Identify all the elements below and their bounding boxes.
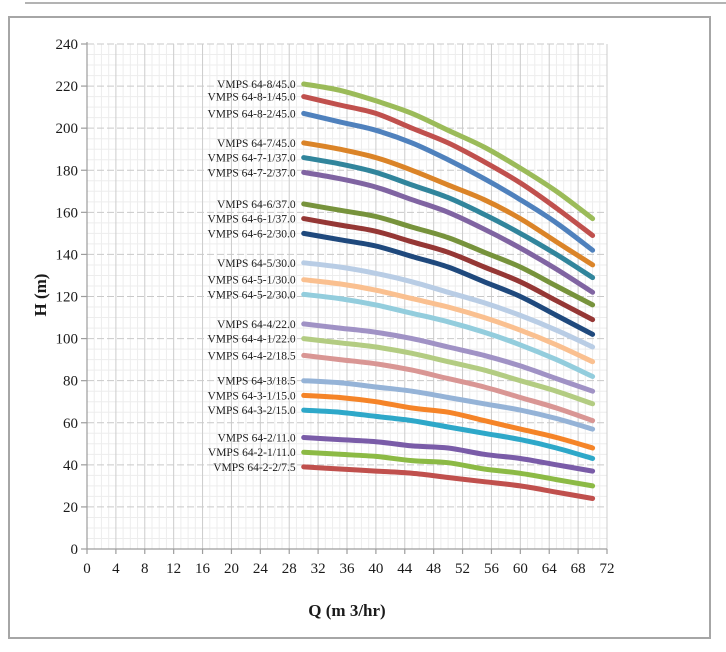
series-label: VMPS 64-4-2/18.5 — [207, 350, 295, 362]
curve-layer — [301, 81, 596, 501]
series-label: VMPS 64-7-2/37.0 — [207, 167, 295, 179]
series-label: VMPS 64-4/22.0 — [217, 319, 296, 331]
pump-curve — [301, 449, 596, 489]
y-tick-label: 220 — [56, 79, 79, 95]
axis-layer: 0 4 8 12 16 20 24 28 32 36 40 44 48 52 56 60 64 68 7202040… — [56, 37, 615, 577]
x-tick-label: 32 — [311, 561, 326, 577]
series-label: VMPS 64-5-1/30.0 — [207, 275, 295, 287]
y-axis-title: H (m) — [31, 274, 50, 317]
pump-curve — [301, 464, 596, 501]
pump-curve — [301, 277, 596, 365]
pump-curve — [301, 378, 596, 432]
x-tick-label: 24 — [253, 561, 269, 577]
y-tick-label: 20 — [63, 500, 78, 516]
x-tick-label: 60 — [513, 561, 528, 577]
x-tick-label: 36 — [340, 561, 356, 577]
series-label: VMPS 64-4-1/22.0 — [207, 334, 295, 346]
pump-curve — [301, 291, 596, 379]
pump-curve — [301, 169, 596, 295]
pump-curve — [301, 392, 596, 451]
series-label: VMPS 64-6-2/30.0 — [207, 228, 295, 240]
y-tick-label: 200 — [56, 121, 79, 137]
y-tick-label: 0 — [71, 542, 79, 558]
pump-curve — [301, 260, 596, 350]
series-label: VMPS 64-3-1/15.0 — [207, 390, 295, 402]
pump-curve — [301, 94, 596, 238]
series-label: VMPS 64-7-1/37.0 — [207, 153, 295, 165]
y-tick-label: 100 — [56, 332, 79, 348]
x-tick-label: 20 — [224, 561, 239, 577]
series-label: VMPS 64-8/45.0 — [217, 79, 296, 91]
x-tick-label: 68 — [571, 561, 586, 577]
x-tick-label: 8 — [141, 561, 149, 577]
pump-curve — [301, 155, 596, 281]
series-label: VMPS 64-5-2/30.0 — [207, 289, 295, 301]
pump-curve — [301, 140, 596, 268]
pump-curve — [301, 201, 596, 308]
series-label: VMPS 64-8-1/45.0 — [207, 92, 295, 104]
y-tick-label: 140 — [56, 247, 79, 263]
series-label: VMPS 64-8-2/45.0 — [207, 108, 295, 120]
x-tick-label: 16 — [195, 561, 211, 577]
x-tick-label: 56 — [484, 561, 500, 577]
pump-curve — [301, 435, 596, 474]
pump-curve — [301, 336, 596, 407]
series-label: VMPS 64-6-1/37.0 — [207, 214, 295, 226]
x-tick-label: 64 — [542, 561, 558, 577]
page-top-rule — [25, 2, 726, 4]
y-tick-label: 60 — [63, 416, 78, 432]
y-tick-label: 160 — [56, 205, 79, 221]
series-label: VMPS 64-2/11.0 — [217, 432, 295, 444]
pump-curves-chart: 0 4 8 12 16 20 24 28 32 36 40 44 48 52 56 60 64 68 7202040… — [31, 37, 615, 620]
y-tick-label: 80 — [63, 374, 78, 390]
x-tick-label: 28 — [282, 561, 297, 577]
series-label: VMPS 64-3/18.5 — [217, 376, 296, 388]
y-tick-label: 120 — [56, 290, 79, 306]
series-label: VMPS 64-5/30.0 — [217, 258, 296, 270]
series-label: VMPS 64-2-1/11.0 — [208, 447, 296, 459]
pump-curve — [301, 81, 596, 222]
x-tick-label: 40 — [368, 561, 383, 577]
series-label: VMPS 64-7/45.0 — [217, 138, 296, 150]
x-tick-label: 0 — [83, 561, 91, 577]
x-tick-label: 12 — [166, 561, 181, 577]
pump-curve — [301, 321, 596, 394]
x-tick-label: 48 — [426, 561, 441, 577]
pump-curve — [301, 407, 596, 461]
x-tick-label: 72 — [600, 561, 615, 577]
pump-curve — [301, 110, 596, 253]
y-tick-label: 240 — [56, 37, 79, 53]
chart-frame: 0 4 8 12 16 20 24 28 32 36 40 44 48 52 56 60 64 68 72 0 20 40… — [8, 16, 711, 639]
pump-curve — [301, 216, 596, 323]
series-label: VMPS 64-6/37.0 — [217, 199, 296, 211]
series-label: VMPS 64-3-2/15.0 — [207, 405, 295, 417]
pump-curve — [301, 352, 596, 424]
x-axis-title: Q (m 3/hr) — [308, 601, 385, 620]
y-tick-label: 180 — [56, 163, 79, 179]
x-tick-label: 52 — [455, 561, 470, 577]
x-tick-label: 44 — [397, 561, 413, 577]
series-label: VMPS 64-2-2/7.5 — [213, 462, 296, 474]
pump-curve — [301, 230, 596, 337]
y-tick-label: 40 — [63, 458, 78, 474]
x-tick-label: 4 — [112, 561, 120, 577]
